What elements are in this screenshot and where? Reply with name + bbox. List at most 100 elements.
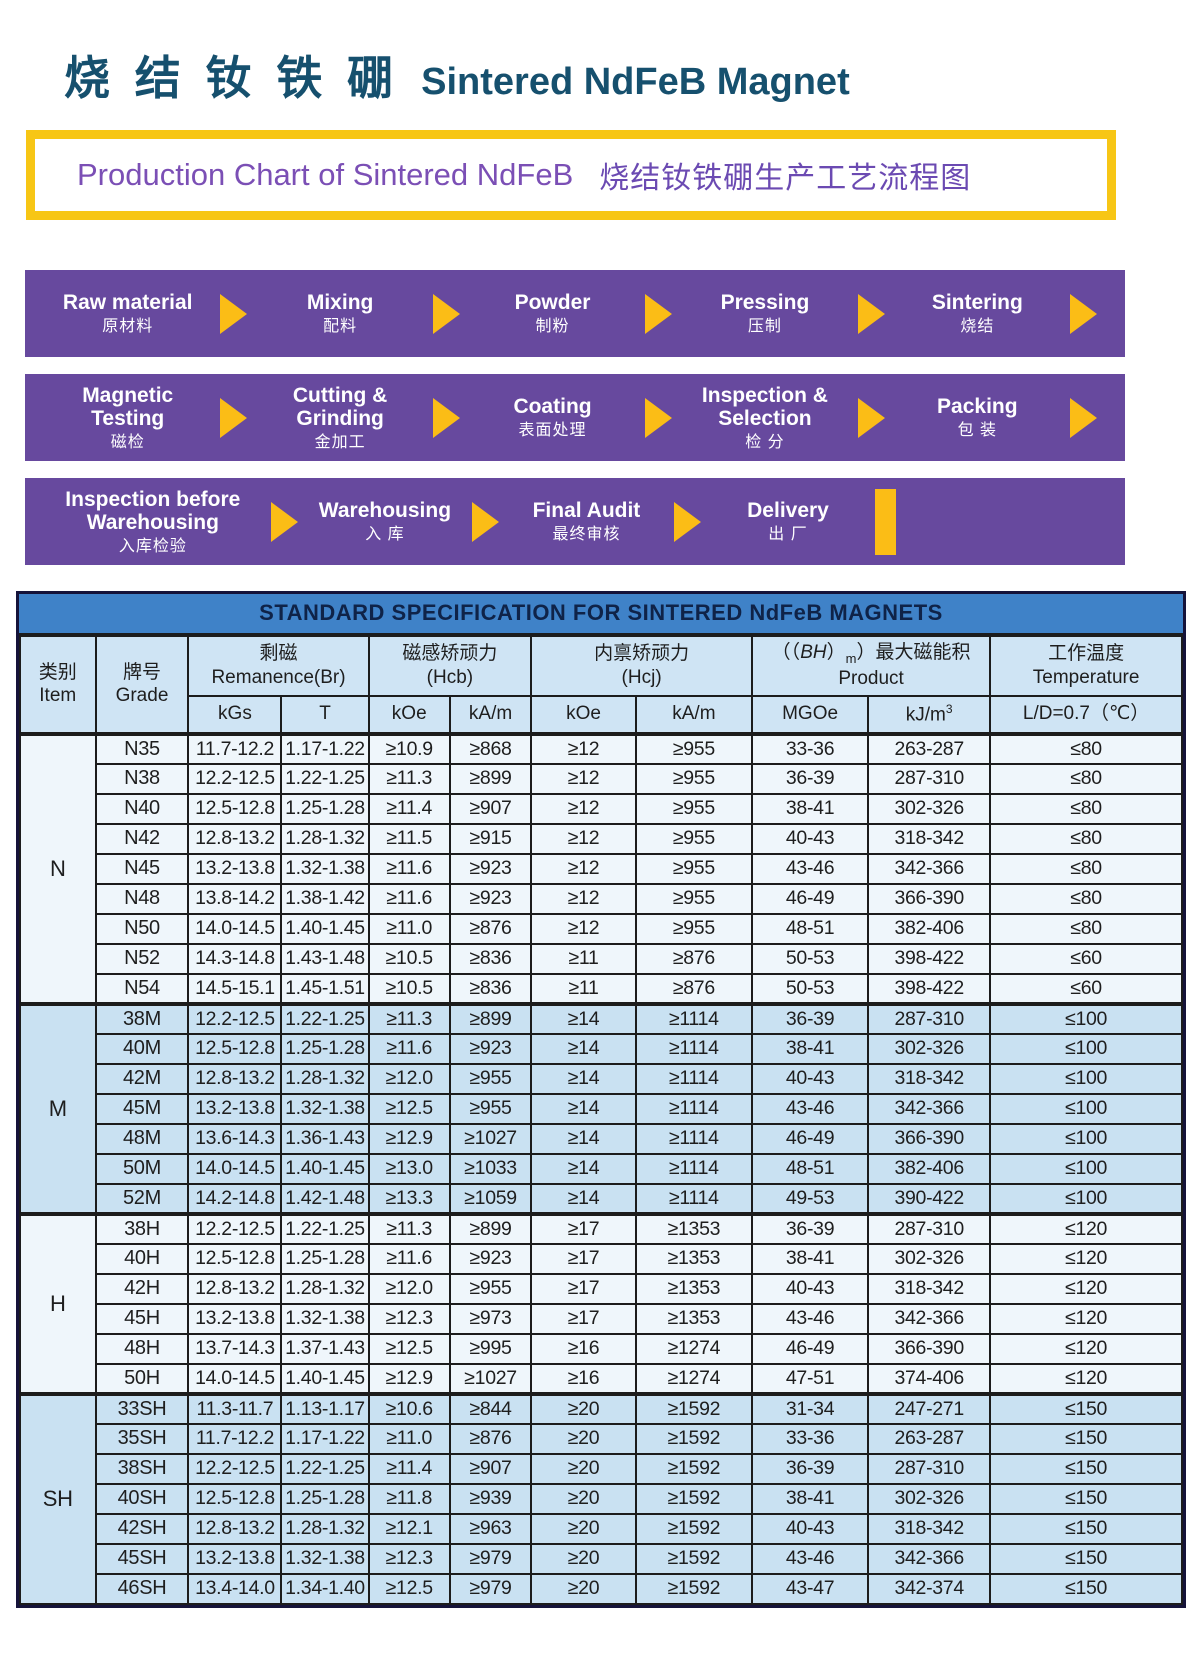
- header-hcb-en: (Hcb): [426, 666, 474, 688]
- value-cell: 13.2-13.8: [187, 1092, 283, 1125]
- value-cell: 12.5-12.8: [187, 1242, 283, 1275]
- value-cell: ≥12.0: [367, 1062, 451, 1095]
- value-cell: ≥12: [530, 731, 637, 765]
- flow-step: Raw material 原材料: [35, 291, 220, 335]
- value-cell: 14.5-15.1: [187, 972, 283, 1005]
- value-cell: 38-41: [750, 1242, 870, 1275]
- table-row: 40H 12.5-12.8 1.25-1.28 ≥11.6 ≥923 ≥17 ≥1353 38…: [20, 1242, 1183, 1275]
- flow-step: Packing 包 装: [885, 395, 1070, 439]
- subheader-kam-hcb: kA/m: [448, 694, 533, 735]
- table-row: N42 12.8-13.2 1.28-1.32 ≥11.5 ≥915 ≥12 ≥955 40-…: [20, 822, 1183, 855]
- value-cell: ≤80: [989, 822, 1183, 855]
- value-cell: ≥1027: [448, 1362, 533, 1395]
- value-cell: ≥955: [634, 731, 753, 765]
- arrow-right-icon: [270, 501, 298, 542]
- subheader-kam-hcj: kA/m: [634, 694, 753, 735]
- value-cell: ≥923: [448, 852, 533, 885]
- header-temperature-en: Temperature: [1032, 666, 1140, 688]
- value-cell: ≥1353: [634, 1242, 753, 1275]
- value-cell: 1.45-1.51: [280, 972, 370, 1005]
- value-cell: 318-342: [867, 1512, 992, 1545]
- grade-cell: N54: [94, 972, 190, 1005]
- value-cell: ≥915: [448, 822, 533, 855]
- value-cell: 366-390: [867, 1332, 992, 1365]
- flow-step-label-en: Final Audit: [532, 499, 641, 523]
- value-cell: ≥11.4: [367, 792, 451, 825]
- value-cell: ≥20: [530, 1542, 637, 1575]
- value-cell: ≥12.3: [367, 1542, 451, 1575]
- value-cell: 11.3-11.7: [187, 1391, 283, 1425]
- grade-cell: N45: [94, 852, 190, 885]
- value-cell: 1.17-1.22: [280, 1422, 370, 1455]
- value-cell: ≥14: [530, 1122, 637, 1155]
- value-cell: ≥11.3: [367, 1001, 451, 1035]
- header-grade: 牌号 Grade: [94, 635, 190, 735]
- table-row: 48M 13.6-14.3 1.36-1.43 ≥12.9 ≥1027 ≥14 ≥1114 4…: [20, 1122, 1183, 1155]
- value-cell: 48-51: [750, 1152, 870, 1185]
- flow-end-bar-icon: [875, 488, 897, 555]
- value-cell: 31-34: [750, 1391, 870, 1425]
- value-cell: ≥10.6: [367, 1391, 451, 1425]
- value-cell: ≥17: [530, 1272, 637, 1305]
- value-cell: ≤120: [989, 1332, 1183, 1365]
- value-cell: 13.4-14.0: [187, 1572, 283, 1605]
- subheader-kjm3: kJ/m3: [867, 694, 992, 735]
- page-title-english: Sintered NdFeB Magnet: [421, 61, 850, 103]
- flow-step-label-cn: 原材料: [102, 317, 154, 335]
- value-cell: ≥1114: [634, 1182, 753, 1215]
- value-cell: 318-342: [867, 1272, 992, 1305]
- grade-cell: N48: [94, 882, 190, 915]
- value-cell: ≥12: [530, 792, 637, 825]
- value-cell: 1.25-1.28: [280, 1032, 370, 1065]
- header-item-en: Item: [39, 685, 77, 707]
- table-row: N52 14.3-14.8 1.43-1.48 ≥10.5 ≥836 ≥11 ≥876 50-…: [20, 942, 1183, 975]
- value-cell: 1.32-1.38: [280, 1542, 370, 1575]
- arrow-right-icon: [432, 397, 460, 438]
- value-cell: 1.36-1.43: [280, 1122, 370, 1155]
- value-cell: ≤100: [989, 1152, 1183, 1185]
- value-cell: 302-326: [867, 1242, 992, 1275]
- value-cell: ≥13.0: [367, 1152, 451, 1185]
- value-cell: ≥955: [634, 852, 753, 885]
- value-cell: 398-422: [867, 972, 992, 1005]
- value-cell: ≥1027: [448, 1122, 533, 1155]
- value-cell: ≥11.6: [367, 1242, 451, 1275]
- production-chart-banner: Production Chart of Sintered NdFeB 烧结钕铁硼…: [26, 130, 1116, 220]
- header-grade-cn: 牌号: [122, 661, 161, 683]
- flow-step: Magnetic Testing 磁检: [35, 384, 220, 452]
- value-cell: ≥11.3: [367, 1211, 451, 1245]
- grade-cell: 52M: [94, 1182, 190, 1215]
- value-cell: ≥11: [530, 942, 637, 975]
- value-cell: ≥955: [448, 1062, 533, 1095]
- value-cell: ≥1353: [634, 1272, 753, 1305]
- value-cell: ≥11.8: [367, 1482, 451, 1515]
- value-cell: ≥1353: [634, 1211, 753, 1245]
- value-cell: 46-49: [750, 1122, 870, 1155]
- value-cell: 1.32-1.38: [280, 1092, 370, 1125]
- value-cell: 1.32-1.38: [280, 852, 370, 885]
- table-row: 42H 12.8-13.2 1.28-1.32 ≥12.0 ≥955 ≥17 ≥1353 40…: [20, 1272, 1183, 1305]
- value-cell: ≥1114: [634, 1001, 753, 1035]
- value-cell: ≥14: [530, 1182, 637, 1215]
- value-cell: ≥923: [448, 1032, 533, 1065]
- value-cell: 46-49: [750, 882, 870, 915]
- arrow-right-icon: [1070, 397, 1098, 438]
- grade-cell: 38H: [94, 1211, 190, 1245]
- value-cell: 43-46: [750, 852, 870, 885]
- value-cell: 12.5-12.8: [187, 1032, 283, 1065]
- value-cell: 1.43-1.48: [280, 942, 370, 975]
- value-cell: ≤100: [989, 1032, 1183, 1065]
- flow-step-label-cn: 压制: [747, 317, 782, 335]
- value-cell: 11.7-12.2: [187, 731, 283, 765]
- value-cell: 302-326: [867, 1032, 992, 1065]
- value-cell: 12.8-13.2: [187, 1272, 283, 1305]
- value-cell: 1.22-1.25: [280, 1211, 370, 1245]
- value-cell: ≥963: [448, 1512, 533, 1545]
- value-cell: 13.2-13.8: [187, 1302, 283, 1335]
- value-cell: ≥12: [530, 882, 637, 915]
- value-cell: ≥1592: [634, 1542, 753, 1575]
- value-cell: 382-406: [867, 1152, 992, 1185]
- value-cell: 33-36: [750, 731, 870, 765]
- value-cell: 40-43: [750, 1272, 870, 1305]
- value-cell: 49-53: [750, 1182, 870, 1215]
